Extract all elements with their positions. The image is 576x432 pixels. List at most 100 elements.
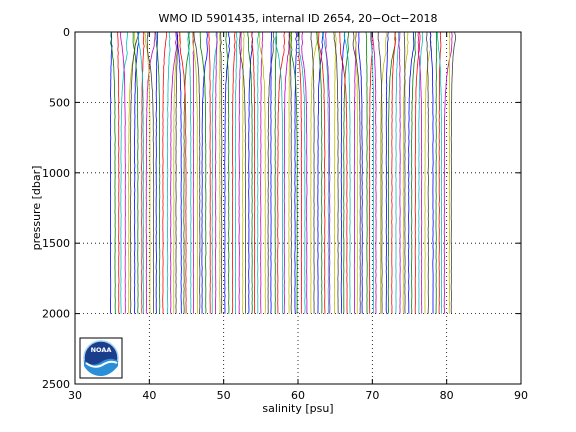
x-tick-label: 90 [514,389,528,402]
profile-line [120,31,128,314]
profile-line [130,31,139,314]
profile-line [274,31,278,314]
profile-line [199,32,207,314]
profile-line [224,32,231,314]
profile-line [231,31,236,314]
profile-line [408,31,415,314]
profile-line [155,31,159,314]
profile-line [277,31,286,314]
profile-line [288,31,292,314]
profile-line [317,32,324,314]
profile-line [435,31,438,314]
profile-line [411,31,417,314]
profile-line [110,31,116,314]
profile-line [418,31,424,314]
profile-line [340,32,346,314]
profile-line [176,31,182,314]
profile-line [325,31,331,314]
profile-line [288,31,292,314]
profile-line [417,31,423,314]
profile-line [443,31,453,314]
profile-line [425,31,429,314]
profile-line [219,31,221,314]
noaa-logo-text: NOAA [91,346,112,354]
profile-line [290,31,298,314]
profile-line [211,31,218,314]
profile-line [247,31,253,314]
profile-line [128,31,136,314]
profile-line [162,31,167,314]
y-tick-label: 2000 [42,308,70,321]
profile-line [234,32,238,314]
profile-line [371,31,377,314]
chart-title: WMO ID 5901435, internal ID 2654, 20−Oct… [158,12,437,25]
profile-line [167,32,171,314]
profile-line [259,31,266,314]
profile-line [403,31,406,314]
profile-line [414,31,421,314]
profile-line [109,31,113,314]
profile-line [301,31,308,314]
profile-line [283,31,290,314]
y-axis-label: pressure [dbar] [30,166,43,251]
profile-line [238,31,247,314]
profile-line [170,31,177,314]
profile-line [398,31,401,314]
x-tick-label: 80 [440,389,454,402]
profile-line [193,31,201,314]
profile-line [450,31,456,314]
x-tick-label: 60 [291,389,305,402]
profile-line [192,31,195,314]
profile-line [225,31,230,314]
profile-line [173,31,181,314]
profile-line [438,31,442,314]
profile-line [144,31,151,314]
profile-line [187,31,192,314]
y-tick-label: 0 [63,26,70,39]
x-tick-label: 30 [68,389,82,402]
profile-line [117,32,120,314]
profile-line [274,32,284,314]
grid-lines [75,32,521,384]
profile-line [219,31,223,314]
profile-line [424,31,432,314]
y-axis: 0 500 1000 1500 2000 2500 [42,26,521,391]
profile-lines [109,31,456,314]
profile-line [352,31,361,314]
noaa-logo: NOAA [79,337,123,379]
profile-line [339,32,348,314]
profile-line [437,31,443,314]
profile-line [297,31,303,314]
y-tick-label: 1000 [42,167,70,180]
profile-line [120,31,126,314]
y-tick-label: 2500 [42,378,70,391]
profile-line [316,31,323,314]
profile-line [238,31,242,314]
profile-line [333,31,339,314]
profile-line [298,31,306,314]
profile-line [215,32,218,314]
profile-line [179,32,187,314]
profile-line [387,31,396,314]
profile-line [365,31,368,314]
x-axis-label: salinity [psu] [262,402,333,415]
profile-line [310,31,315,314]
profile-line [175,31,179,314]
profile-line [134,31,140,314]
x-axis: 30 40 50 60 70 80 90 [68,32,528,402]
profile-line [183,31,191,314]
profile-line [429,31,434,314]
profile-line [369,31,375,314]
profile-line [201,31,208,314]
x-tick-label: 50 [217,389,231,402]
profile-line [318,31,326,314]
profile-line [146,31,155,314]
profile-line [208,31,211,314]
profile-line [260,31,264,314]
profile-line [248,31,253,314]
profile-line [137,31,144,314]
profile-line [132,31,139,314]
y-tick-label: 1500 [42,237,70,250]
profile-line [192,32,198,314]
